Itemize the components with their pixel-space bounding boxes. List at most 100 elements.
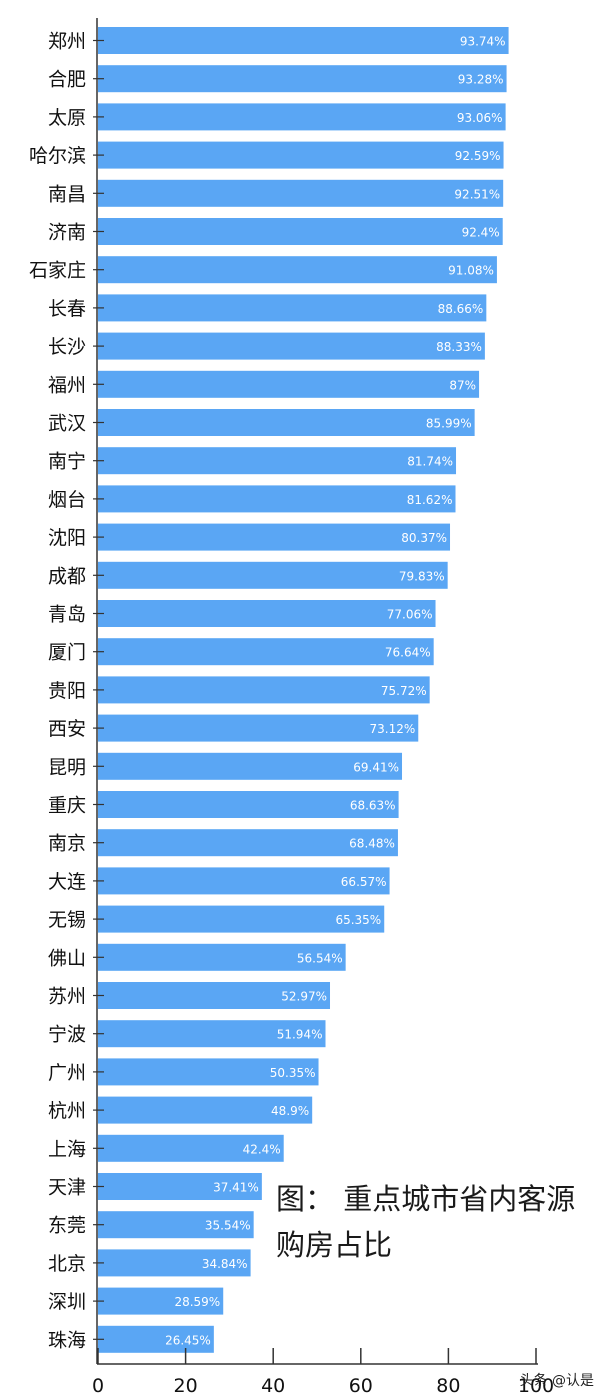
- bar: [98, 561, 448, 589]
- category-label: 南京: [48, 833, 86, 855]
- category-label: 武汉: [48, 413, 86, 435]
- data-label: 76.64%: [385, 646, 431, 660]
- bar: [98, 752, 403, 780]
- x-tick-label: 80: [436, 1375, 460, 1397]
- watermark: 头条 @认是: [519, 1373, 594, 1389]
- bar: [98, 1173, 262, 1200]
- bar: [98, 1134, 284, 1162]
- data-label: 28.59%: [174, 1295, 220, 1309]
- data-label: 93.28%: [458, 73, 504, 87]
- bar: [98, 294, 487, 322]
- bar: [98, 179, 504, 207]
- bar: [98, 867, 390, 895]
- category-label: 北京: [48, 1253, 86, 1275]
- data-label: 85.99%: [426, 417, 472, 431]
- category-label: 济南: [48, 222, 86, 244]
- category-label: 深圳: [48, 1291, 86, 1313]
- bar: [98, 256, 497, 284]
- category-label: 太原: [48, 107, 86, 129]
- category-label: 上海: [48, 1138, 86, 1160]
- bar: [98, 829, 398, 857]
- category-label: 贵阳: [48, 680, 86, 702]
- data-label: 34.84%: [202, 1257, 248, 1271]
- category-label: 石家庄: [29, 260, 86, 282]
- data-label: 87%: [449, 378, 476, 392]
- data-label: 66.57%: [341, 875, 387, 889]
- category-label: 青岛: [48, 604, 86, 626]
- data-label: 81.74%: [407, 455, 453, 469]
- caption-line-2: 购房占比: [276, 1228, 393, 1262]
- data-label: 56.54%: [297, 951, 343, 965]
- x-tick-label: 20: [174, 1375, 198, 1397]
- category-label: 合肥: [48, 69, 86, 91]
- category-label: 无锡: [48, 909, 86, 931]
- category-label: 西安: [48, 718, 86, 740]
- bar: [98, 27, 509, 54]
- bar: [98, 447, 457, 475]
- category-label: 福州: [48, 374, 86, 396]
- bar: [98, 943, 346, 971]
- data-label: 50.35%: [270, 1066, 316, 1080]
- data-label: 92.51%: [454, 187, 500, 201]
- data-label: 51.94%: [277, 1028, 323, 1042]
- category-label: 苏州: [48, 986, 86, 1008]
- data-label: 88.66%: [438, 302, 484, 316]
- data-label: 68.63%: [350, 799, 396, 813]
- data-label: 88.33%: [436, 340, 482, 354]
- bar: [98, 103, 506, 131]
- data-label: 81.62%: [407, 493, 453, 507]
- bar: [98, 791, 399, 818]
- data-label: 91.08%: [448, 264, 494, 278]
- bar: [98, 218, 503, 245]
- category-label: 长沙: [48, 336, 86, 358]
- category-label: 南宁: [48, 451, 86, 473]
- category-label: 昆明: [48, 756, 86, 778]
- bar: [98, 638, 434, 666]
- category-label: 天津: [48, 1177, 86, 1199]
- category-label: 长春: [48, 298, 86, 320]
- x-tick-label: 0: [92, 1375, 104, 1397]
- category-label: 杭州: [48, 1100, 86, 1122]
- bar: [98, 485, 456, 513]
- data-label: 93.06%: [457, 111, 503, 125]
- data-label: 42.4%: [243, 1142, 281, 1156]
- data-label: 52.97%: [281, 990, 327, 1004]
- x-tick-label: 100: [518, 1375, 554, 1397]
- category-label: 广州: [48, 1062, 86, 1084]
- data-label: 69.41%: [353, 760, 399, 774]
- data-label: 37.41%: [213, 1181, 259, 1195]
- category-label: 大连: [48, 871, 86, 893]
- category-label: 沈阳: [48, 527, 86, 549]
- category-label: 宁波: [48, 1024, 86, 1046]
- data-label: 73.12%: [369, 722, 415, 736]
- chart-caption: 图： 重点城市省内客源 购房占比: [276, 1176, 575, 1268]
- bar: [98, 65, 507, 93]
- bar: [98, 905, 385, 933]
- data-label: 92.59%: [455, 149, 501, 163]
- category-label: 哈尔滨: [29, 145, 86, 167]
- bar: [98, 409, 475, 436]
- category-label: 烟台: [48, 489, 86, 511]
- bar: [98, 141, 504, 169]
- category-label: 厦门: [48, 642, 86, 664]
- caption-line-1: 图： 重点城市省内客源: [276, 1182, 576, 1216]
- bar: [98, 1096, 313, 1124]
- category-label: 珠海: [48, 1329, 86, 1351]
- data-label: 80.37%: [401, 531, 447, 545]
- category-label: 郑州: [48, 31, 86, 53]
- bar: [98, 600, 436, 627]
- data-label: 77.06%: [387, 608, 433, 622]
- bar: [98, 1249, 251, 1277]
- bar: [98, 1325, 214, 1353]
- data-label: 93.74%: [460, 35, 506, 49]
- data-label: 75.72%: [381, 684, 427, 698]
- data-label: 68.48%: [349, 837, 395, 851]
- bar: [98, 676, 430, 704]
- x-tick-label: 60: [349, 1375, 373, 1397]
- category-label: 佛山: [48, 947, 86, 969]
- bar: [98, 1211, 254, 1239]
- data-label: 65.35%: [335, 913, 381, 927]
- bar: [98, 332, 485, 360]
- bar: [98, 523, 451, 551]
